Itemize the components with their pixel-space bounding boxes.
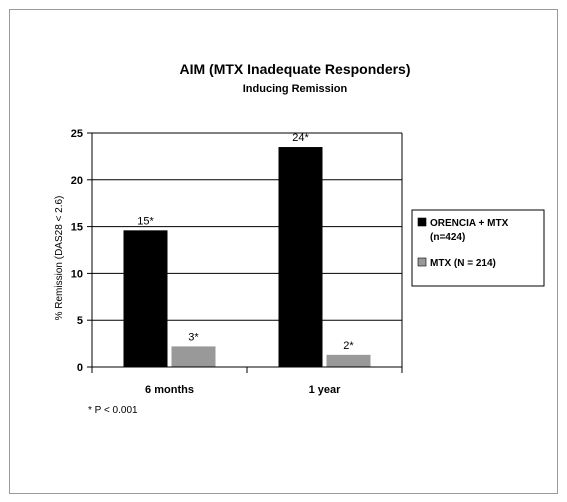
y-tick-label: 0 <box>77 362 83 374</box>
chart-frame: AIM (MTX Inadequate Responders) Inducing… <box>9 9 558 494</box>
legend-entry: (n=424) <box>430 232 465 243</box>
legend-swatch <box>417 217 427 227</box>
y-tick-label: 25 <box>71 128 83 140</box>
data-label: 2* <box>343 340 354 352</box>
bars <box>123 147 371 367</box>
y-tick-label: 10 <box>71 268 83 280</box>
bar-orencia-mtx-1-year <box>278 147 323 367</box>
chart-subtitle: Inducing Remission <box>243 83 348 95</box>
legend-swatch <box>417 257 427 267</box>
x-category-label: 1 year <box>309 384 342 396</box>
data-label: 15* <box>137 215 154 227</box>
axes <box>87 132 403 373</box>
y-tick-label: 5 <box>77 315 83 327</box>
legend-entry: MTX (N = 214) <box>430 258 496 269</box>
bar-orencia-mtx-6-months <box>123 230 168 367</box>
bar-mtx-6-months <box>171 346 216 367</box>
footnote: * P < 0.001 <box>88 405 138 416</box>
bar-chart: AIM (MTX Inadequate Responders) Inducing… <box>54 61 545 416</box>
bar-mtx-1-year <box>326 354 371 367</box>
x-category-label: 6 months <box>145 384 194 396</box>
y-tick-labels: 0 5 10 15 20 25 <box>71 128 83 374</box>
y-axis-label: % Remission (DAS28 < 2.6) <box>54 196 65 321</box>
legend-entry: ORENCIA + MTX <box>430 218 509 229</box>
data-label: 24* <box>292 132 309 144</box>
data-labels: 15* 3* 24* 2* <box>137 132 354 352</box>
chart-title: AIM (MTX Inadequate Responders) <box>179 61 410 77</box>
legend-box <box>411 209 545 287</box>
legend: ORENCIA + MTX (n=424) MTX (N = 214) <box>411 209 545 287</box>
y-tick-label: 20 <box>71 175 83 187</box>
y-tick-label: 15 <box>71 222 83 234</box>
x-category-labels: 6 months 1 year <box>145 384 341 396</box>
data-label: 3* <box>188 331 199 343</box>
